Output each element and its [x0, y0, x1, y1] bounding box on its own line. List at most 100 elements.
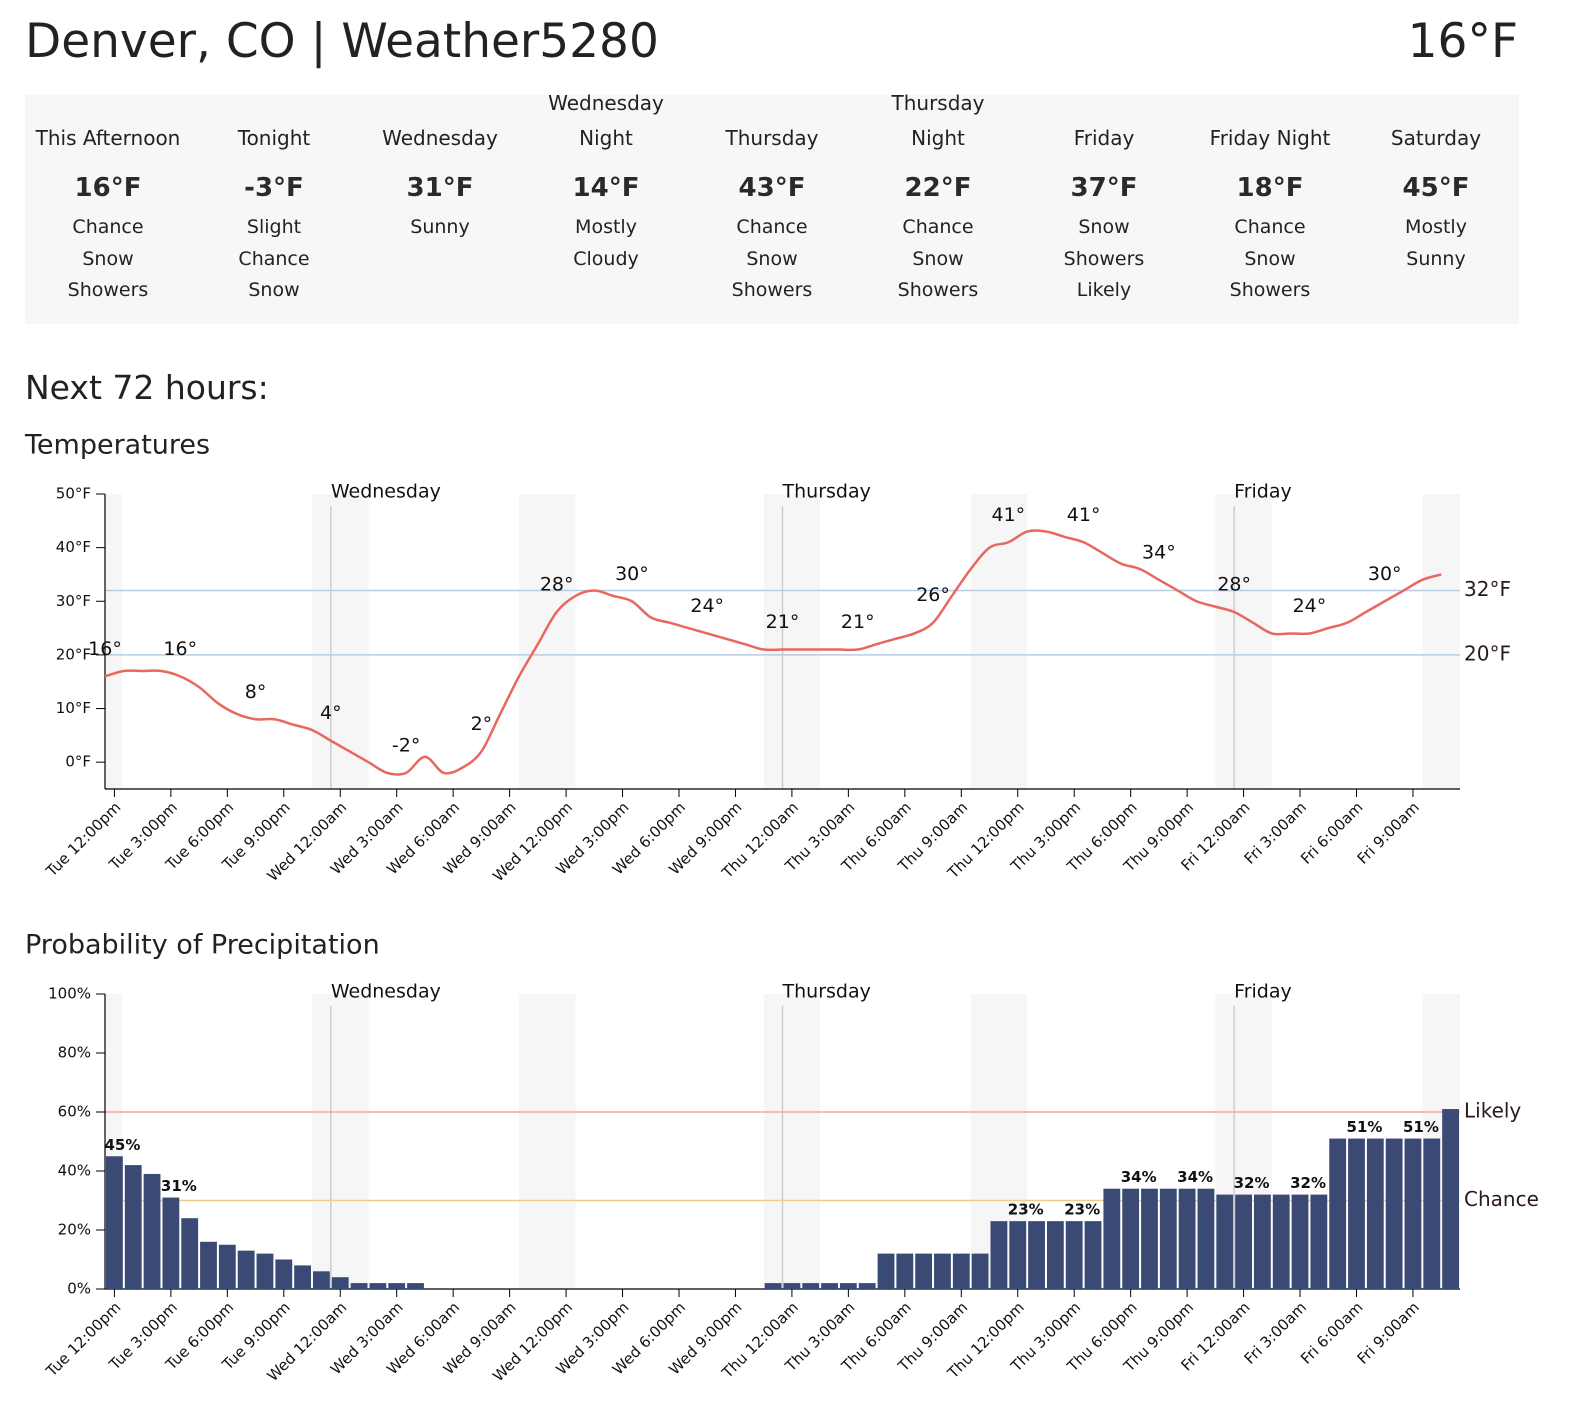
period-name-box: Friday Night [1187, 86, 1353, 156]
data-label: 28° [540, 574, 574, 596]
bar [1291, 1194, 1309, 1289]
forecast-period: Saturday 45°F Mostly Sunny [1353, 95, 1519, 324]
bar [877, 1253, 895, 1289]
data-label: 24° [1293, 595, 1327, 617]
bar [821, 1283, 838, 1289]
bar [1009, 1221, 1027, 1289]
forecast-period: Thursday Night 22°F Chance Snow Showers [855, 91, 1021, 324]
x-tick-label: Tue 12:00pm [42, 1298, 125, 1381]
period-name-box: This Afternoon [25, 86, 191, 156]
period-temp: 37°F [1070, 173, 1138, 203]
bar [896, 1253, 914, 1289]
bar [934, 1253, 951, 1289]
period-temp: 31°F [406, 173, 474, 203]
temperature-line [104, 529, 1442, 776]
night-shade [519, 494, 576, 789]
day-label: Friday [1234, 481, 1292, 503]
period-description: Snow Showers Likely [1063, 216, 1145, 301]
bar [990, 1221, 1008, 1289]
data-label: 51% [1403, 1118, 1439, 1136]
bar [839, 1283, 857, 1289]
bar [106, 1156, 123, 1289]
forecast-period: Wednesday Night 14°F Mostly Cloudy [523, 91, 689, 324]
data-label: 26° [916, 584, 950, 606]
y-tick-label: 60% [58, 1103, 91, 1121]
bar [369, 1283, 387, 1289]
period-name-box: Saturday [1353, 86, 1519, 156]
forecast-strip: This Afternoon 16°F Chance Snow Showers Ton… [25, 91, 1519, 324]
day-label: Thursday [782, 981, 871, 1003]
night-shade [763, 494, 821, 789]
period-description: Chance Snow Showers [67, 216, 149, 301]
bar [858, 1283, 876, 1289]
data-label: 34% [1121, 1168, 1157, 1186]
period-name: This Afternoon [35, 126, 181, 150]
bar [331, 1277, 349, 1289]
night-shade [519, 994, 576, 1289]
period-name-box: Friday [1021, 86, 1187, 156]
period-description: Mostly Cloudy [573, 216, 639, 270]
bar [1235, 1194, 1252, 1289]
period-name: Friday Night [1209, 126, 1331, 150]
bar [1141, 1188, 1158, 1289]
period-temp: 18°F [1236, 173, 1304, 203]
period-name-box: Thursday [689, 86, 855, 156]
site-title: Denver, CO | Weather5280 [25, 14, 659, 69]
forecast-period: Tonight -3°F Slight Chance Snow [191, 95, 357, 324]
period-temp: 22°F [904, 173, 972, 203]
bar [1122, 1188, 1140, 1289]
period-temp: 45°F [1402, 173, 1470, 203]
y-tick-label: 20°F [56, 645, 91, 663]
current-temp: 16°F [1407, 14, 1518, 69]
chart-title: Temperatures [24, 430, 210, 461]
data-label: 32% [1290, 1174, 1326, 1192]
data-label: 30° [1368, 563, 1402, 585]
bar [1385, 1138, 1403, 1289]
data-label: 51% [1347, 1118, 1383, 1136]
data-label: 4° [320, 702, 342, 724]
night-shade [1422, 494, 1460, 789]
reference-label: Chance [1464, 1187, 1539, 1211]
bar [1028, 1221, 1045, 1289]
bar [1442, 1109, 1459, 1289]
bar [350, 1283, 368, 1289]
data-label: 31% [161, 1177, 197, 1195]
bar [313, 1271, 330, 1289]
bar [1103, 1188, 1121, 1289]
y-tick-label: 80% [58, 1044, 91, 1062]
period-name-box: Wednesday [357, 86, 523, 156]
day-label: Friday [1234, 981, 1292, 1003]
y-tick-label: 10°F [56, 699, 91, 717]
bar [1404, 1138, 1422, 1289]
bar [1216, 1194, 1234, 1289]
data-label: -2° [392, 734, 420, 756]
bar [915, 1253, 933, 1289]
period-description: Chance Snow Showers [731, 216, 813, 301]
data-label: 2° [471, 713, 493, 735]
bar [388, 1283, 406, 1289]
bar [181, 1218, 199, 1289]
data-label: 32% [1234, 1174, 1270, 1192]
period-name: Saturday [1390, 126, 1482, 150]
y-tick-label: 20% [58, 1221, 91, 1239]
period-name: Thursday Night [891, 91, 985, 150]
y-tick-label: 0°F [65, 753, 91, 771]
period-temp: 16°F [74, 173, 142, 203]
period-description: Mostly Sunny [1405, 216, 1467, 270]
data-label: 23% [1008, 1201, 1044, 1219]
reference-label: 32°F [1464, 577, 1511, 601]
period-name: Friday [1073, 126, 1135, 150]
period-name-box: Thursday Night [855, 86, 1021, 156]
bar [971, 1253, 989, 1289]
bar [237, 1250, 255, 1289]
period-description: Chance Snow Showers [897, 216, 979, 301]
bar [275, 1259, 293, 1289]
bar [162, 1197, 180, 1289]
forecast-period: Friday Night 18°F Chance Snow Showers [1187, 95, 1353, 324]
data-label: 24° [690, 595, 724, 617]
data-label: 34% [1177, 1168, 1213, 1186]
reference-label: 20°F [1464, 641, 1511, 665]
forecast-period: This Afternoon 16°F Chance Snow Showers [25, 95, 191, 324]
y-tick-label: 0% [67, 1280, 91, 1298]
